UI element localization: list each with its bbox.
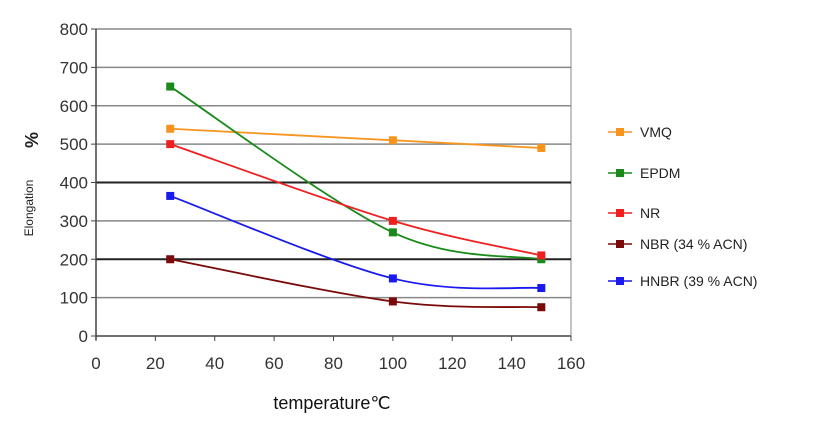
y-tick-label: 100 xyxy=(60,289,88,308)
data-point-nr xyxy=(388,216,397,225)
y-tick-label: 200 xyxy=(60,250,88,269)
x-tick-label: 0 xyxy=(91,354,100,373)
series-line-nbr-34-acn xyxy=(170,258,542,309)
data-point-vmq xyxy=(537,143,546,152)
legend-marker-nr xyxy=(616,209,624,217)
y-tick-label: 500 xyxy=(60,135,88,154)
legend-marker-epdm xyxy=(616,169,624,177)
data-point-nbr-34-acn xyxy=(166,255,175,264)
data-point-epdm xyxy=(388,228,397,237)
data-point-nr xyxy=(166,140,175,149)
legend-marker-nbr-34-acn xyxy=(616,240,624,248)
x-tick-label: 60 xyxy=(265,354,284,373)
series-line-hnbr-39-acn xyxy=(169,195,542,290)
x-tick-label: 140 xyxy=(497,354,525,373)
legend-marker-vmq xyxy=(616,128,624,136)
y-tick-label: 800 xyxy=(60,20,88,39)
legend-label-hnbr-39-acn: HNBR (39 % ACN) xyxy=(640,273,757,289)
series-line-nr xyxy=(169,143,542,257)
legend-marker-hnbr-39-acn xyxy=(616,277,624,285)
x-axis-title: temperature℃ xyxy=(273,393,390,413)
series-line-epdm xyxy=(169,85,542,261)
data-point-epdm xyxy=(166,82,175,91)
x-tick-label: 80 xyxy=(324,354,343,373)
data-point-nr xyxy=(537,251,546,260)
y-tick-label: 400 xyxy=(60,174,88,193)
y-tick-label: 300 xyxy=(60,212,88,231)
x-tick-label: 120 xyxy=(438,354,466,373)
data-point-hnbr-39-acn xyxy=(537,284,546,293)
x-tick-label: 100 xyxy=(379,354,407,373)
data-point-hnbr-39-acn xyxy=(166,191,175,200)
y-tick-label: 0 xyxy=(79,327,88,346)
x-tick-label: 160 xyxy=(557,354,585,373)
data-point-vmq xyxy=(166,124,175,133)
y-tick-label: 700 xyxy=(60,58,88,77)
legend-label-epdm: EPDM xyxy=(640,165,680,181)
legend-label-nr: NR xyxy=(640,205,660,221)
data-point-nbr-34-acn xyxy=(388,297,397,306)
y-tick-label: 600 xyxy=(60,97,88,116)
x-tick-label: 20 xyxy=(146,354,165,373)
legend-label-vmq: VMQ xyxy=(640,124,672,140)
y-axis-title: Elongation xyxy=(22,180,36,237)
legend-label-nbr-34-acn: NBR (34 % ACN) xyxy=(640,236,747,252)
y-axis-symbol: % xyxy=(22,132,42,148)
data-point-nbr-34-acn xyxy=(537,303,546,312)
x-tick-label: 40 xyxy=(205,354,224,373)
data-point-hnbr-39-acn xyxy=(388,274,397,283)
data-point-vmq xyxy=(388,136,397,145)
